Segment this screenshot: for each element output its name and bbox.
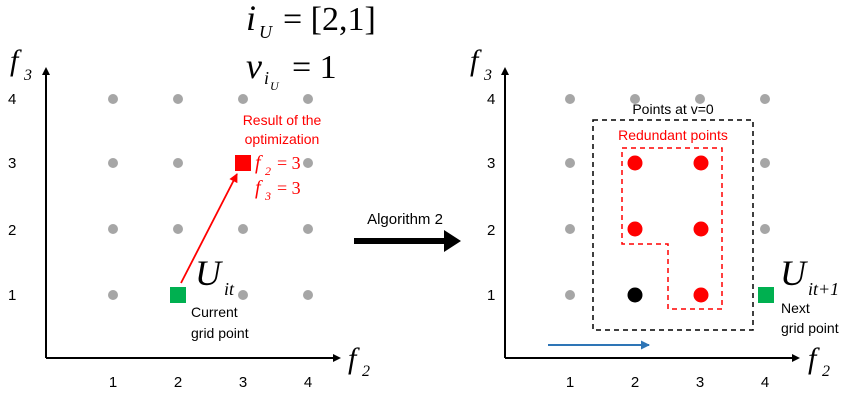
v0-region-box [592, 119, 754, 331]
left-x-tick: 3 [239, 374, 247, 391]
left-x-tick: 2 [174, 374, 182, 391]
grid-point [565, 224, 575, 234]
redundant-point [693, 155, 709, 171]
right-y-tick: 3 [487, 155, 495, 172]
iU-subscript: U [259, 22, 273, 42]
grid-point [238, 224, 248, 234]
grid-point [303, 158, 313, 168]
iU-value: = [2,1] [283, 1, 376, 38]
right-x-tick: 3 [696, 374, 704, 391]
left-x-tick: 4 [304, 374, 312, 391]
grid-point [565, 94, 575, 104]
optimization-arrow [180, 173, 238, 284]
next-point-label-line1: Next [781, 300, 810, 316]
U-it-symbol: U [195, 253, 223, 293]
left-plot: f 3 f 2 1 2 3 4 1 2 3 4 Result of the [8, 44, 370, 391]
right-x-tick: 1 [566, 374, 574, 391]
f2-equation-subscript: 2 [265, 164, 271, 178]
grid-point [303, 290, 313, 300]
left-y-axis-label: f [10, 44, 22, 77]
grid-point [565, 290, 575, 300]
v0-point [627, 287, 643, 303]
v-value: = 1 [292, 49, 337, 86]
result-point-marker [235, 155, 251, 171]
algorithm-label: Algorithm 2 [367, 211, 443, 228]
redundant-point [627, 155, 643, 171]
grid-point [238, 94, 248, 104]
redundant-point [693, 287, 709, 303]
grid-point [108, 224, 118, 234]
U-it-subscript: it [224, 279, 235, 299]
right-plot: f 3 f 2 1 2 3 4 1 2 3 4 Points at v=0 Re… [470, 44, 839, 391]
redundant-point [693, 221, 709, 237]
left-y-tick: 4 [8, 91, 16, 108]
left-y-tick: 3 [8, 155, 16, 172]
left-y-tick: 2 [8, 222, 16, 239]
current-point-marker [170, 287, 186, 303]
grid-point [760, 224, 770, 234]
result-label-line1: Result of the [243, 112, 322, 128]
grid-point [760, 94, 770, 104]
grid-point [108, 158, 118, 168]
f3-equation-subscript: 3 [264, 189, 271, 203]
grid-point [173, 158, 183, 168]
grid-point [108, 94, 118, 104]
grid-point [108, 290, 118, 300]
grid-point [760, 158, 770, 168]
result-label-line2: optimization [245, 131, 320, 147]
U-it1-symbol: U [780, 253, 808, 293]
right-y-tick: 4 [487, 91, 495, 108]
v-subscript: i [264, 68, 269, 88]
redundant-point [627, 221, 643, 237]
grid-point [695, 94, 705, 104]
right-y-axis-label: f [470, 44, 482, 77]
grid-point [303, 94, 313, 104]
next-point-marker [758, 287, 774, 303]
grid-point [173, 94, 183, 104]
right-x-tick: 4 [761, 374, 769, 391]
current-point-label-line1: Current [191, 304, 238, 320]
right-y-tick: 1 [487, 287, 495, 304]
redundant-region-outline [621, 147, 723, 310]
right-x-tick: 2 [631, 374, 639, 391]
right-x-axis-label-sub: 2 [822, 363, 830, 380]
algorithm-arrow-head [444, 230, 461, 252]
grid-point [238, 290, 248, 300]
right-y-tick: 2 [487, 222, 495, 239]
algorithm-transition: Algorithm 2 [354, 211, 461, 252]
left-x-axis-label: f [348, 342, 360, 375]
f3-equation-value: = 3 [277, 178, 301, 198]
v-symbol: v [246, 46, 262, 86]
grid-point [630, 94, 640, 104]
iU-symbol: i [246, 0, 256, 38]
v-subsubscript: U [270, 79, 280, 93]
f2-equation-value: = 3 [277, 153, 301, 173]
U-it1-subscript: it+1 [808, 279, 839, 299]
f2-equation-symbol: f [255, 152, 263, 174]
grid-point [565, 158, 575, 168]
redundant-region-label: Redundant points [618, 127, 728, 143]
left-y-tick: 1 [8, 287, 16, 304]
f3-equation-symbol: f [255, 177, 263, 199]
next-point-label-line2: grid point [781, 320, 839, 336]
current-point-label-line2: grid point [191, 325, 249, 341]
left-x-axis-label-sub: 2 [362, 363, 370, 380]
right-x-axis-label: f [808, 342, 820, 375]
left-y-axis-label-sub: 3 [23, 67, 32, 84]
grid-point [173, 224, 183, 234]
left-x-tick: 1 [109, 374, 117, 391]
grid-point [303, 224, 313, 234]
v0-region-label: Points at v=0 [632, 101, 714, 117]
right-y-axis-label-sub: 3 [483, 67, 492, 84]
